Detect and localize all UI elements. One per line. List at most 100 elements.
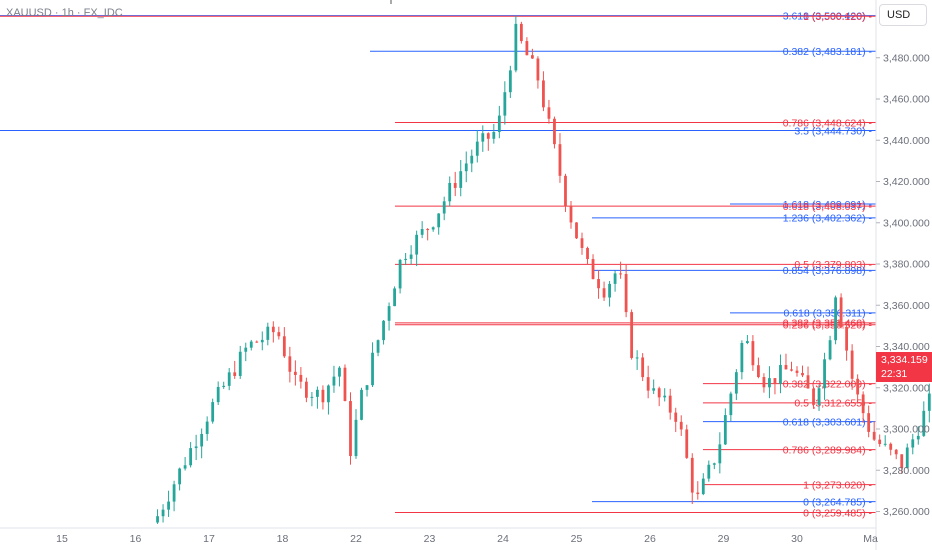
candle-body <box>288 356 292 372</box>
candle-body <box>310 396 314 398</box>
candle-body <box>453 182 457 188</box>
candle-body <box>167 501 170 510</box>
price-tick-label: 3,480.000 <box>883 52 930 64</box>
candle-body <box>178 468 181 485</box>
candle-body <box>927 393 931 411</box>
candle-body <box>497 115 501 133</box>
candle-body <box>459 171 463 188</box>
candle-body <box>266 326 270 340</box>
candle-body <box>437 213 441 228</box>
currency-button[interactable]: USD <box>879 4 927 26</box>
candle-body <box>426 229 430 231</box>
candle-body <box>244 347 248 352</box>
fib-level-label: 1 (3,500.120) - <box>803 11 872 23</box>
fib-level-label: 0.5 (3,312.655) - <box>794 398 872 410</box>
candle-body <box>575 222 578 239</box>
candle-body <box>712 463 716 465</box>
candle-body <box>817 388 821 405</box>
candle-body <box>299 374 303 382</box>
candle-body <box>382 320 385 341</box>
price-tick-label: 3,420.000 <box>883 176 930 188</box>
candle-body <box>701 478 705 495</box>
candle-body <box>304 381 308 398</box>
fib-level-label: 0.786 (3,448.624) - <box>783 117 873 129</box>
candle-body <box>553 118 556 145</box>
candle-body <box>393 288 396 307</box>
candle-body <box>801 372 804 376</box>
candle-body <box>878 439 882 445</box>
candle-body <box>161 509 165 517</box>
price-tick-label: 3,380.000 <box>883 259 930 271</box>
candle-body <box>729 393 733 416</box>
candle-body <box>531 55 534 59</box>
candle-body <box>652 388 656 391</box>
candle-body <box>663 395 667 398</box>
bar-countdown: 22:31 <box>881 368 908 380</box>
candle-body <box>762 377 766 388</box>
time-tick-label: 23 <box>424 533 436 545</box>
candle-body <box>216 386 220 403</box>
candle-body <box>690 457 694 493</box>
candle-body <box>624 274 628 313</box>
fib-level-label: 1.618 (3,409.091) - <box>783 199 873 211</box>
candle-body <box>156 516 159 523</box>
candle-body <box>415 234 419 255</box>
candle-body <box>387 306 391 321</box>
candle-body <box>834 297 837 341</box>
fibonacci-levels[interactable]: 3.618 (3,500.420) -1 (3,500.120) -0.382 … <box>0 10 876 519</box>
candle-body <box>332 376 336 386</box>
fib-level-label: 0.618 (3,408.037) - <box>783 201 873 213</box>
price-axis[interactable]: 3,260.000 3,280.000 3,300.000 3,320.000 3,34… <box>390 0 930 550</box>
candle-body <box>812 388 815 405</box>
candle-body <box>227 372 231 386</box>
price-tick-label: 3,360.000 <box>883 300 930 312</box>
candle-body <box>481 133 485 142</box>
candle-body <box>646 377 650 391</box>
candle-body <box>641 357 645 378</box>
fib-level-label: 0.382 (3,351.460) - <box>783 318 873 330</box>
candle-body <box>569 205 573 223</box>
candle-body <box>779 365 782 384</box>
time-axis[interactable]: 15 16 17 18 22 23 24 25 26 29 30 Ma <box>0 527 878 545</box>
time-tick-label: 26 <box>644 533 656 545</box>
candle-body <box>189 448 193 466</box>
candle-body <box>547 107 551 119</box>
candle-body <box>635 357 639 359</box>
candle-body <box>349 401 352 457</box>
candle-body <box>795 370 799 373</box>
candle-body <box>508 70 512 93</box>
candle-body <box>591 259 595 280</box>
price-tick-label: 3,320.000 <box>883 382 930 394</box>
candle-body <box>222 385 226 387</box>
fib-level-label: 0.5 (3,379.803) - <box>794 259 872 271</box>
candle-body <box>183 465 187 469</box>
candle-body <box>354 419 358 457</box>
candle-body <box>608 283 611 298</box>
candle-body <box>845 327 849 351</box>
fib-level-label: 1.236 (3,402.362) - <box>783 213 873 225</box>
candle-body <box>464 163 468 172</box>
candle-body <box>679 421 683 430</box>
candle-body <box>828 340 832 360</box>
candle-body <box>172 484 176 502</box>
candle-body <box>757 365 760 378</box>
candle-body <box>718 444 722 464</box>
candle-body <box>740 343 744 373</box>
last-price-value: 3,334.159 <box>881 354 928 366</box>
candle-body <box>916 435 920 440</box>
candle-body <box>238 351 242 376</box>
candles <box>156 15 932 524</box>
candle-body <box>542 80 545 108</box>
candle-body <box>233 372 237 376</box>
candle-body <box>327 385 330 403</box>
candle-body <box>696 492 700 495</box>
time-tick-label: Ma <box>863 533 878 545</box>
candle-body <box>850 350 854 379</box>
price-tick-label: 3,300.000 <box>883 424 930 436</box>
time-tick-label: 15 <box>56 533 68 545</box>
candle-body <box>486 133 490 139</box>
candle-body <box>564 175 567 206</box>
fib-level-label: 3.5 (3,444.730) - <box>794 125 872 137</box>
time-tick-label: 24 <box>497 533 509 545</box>
